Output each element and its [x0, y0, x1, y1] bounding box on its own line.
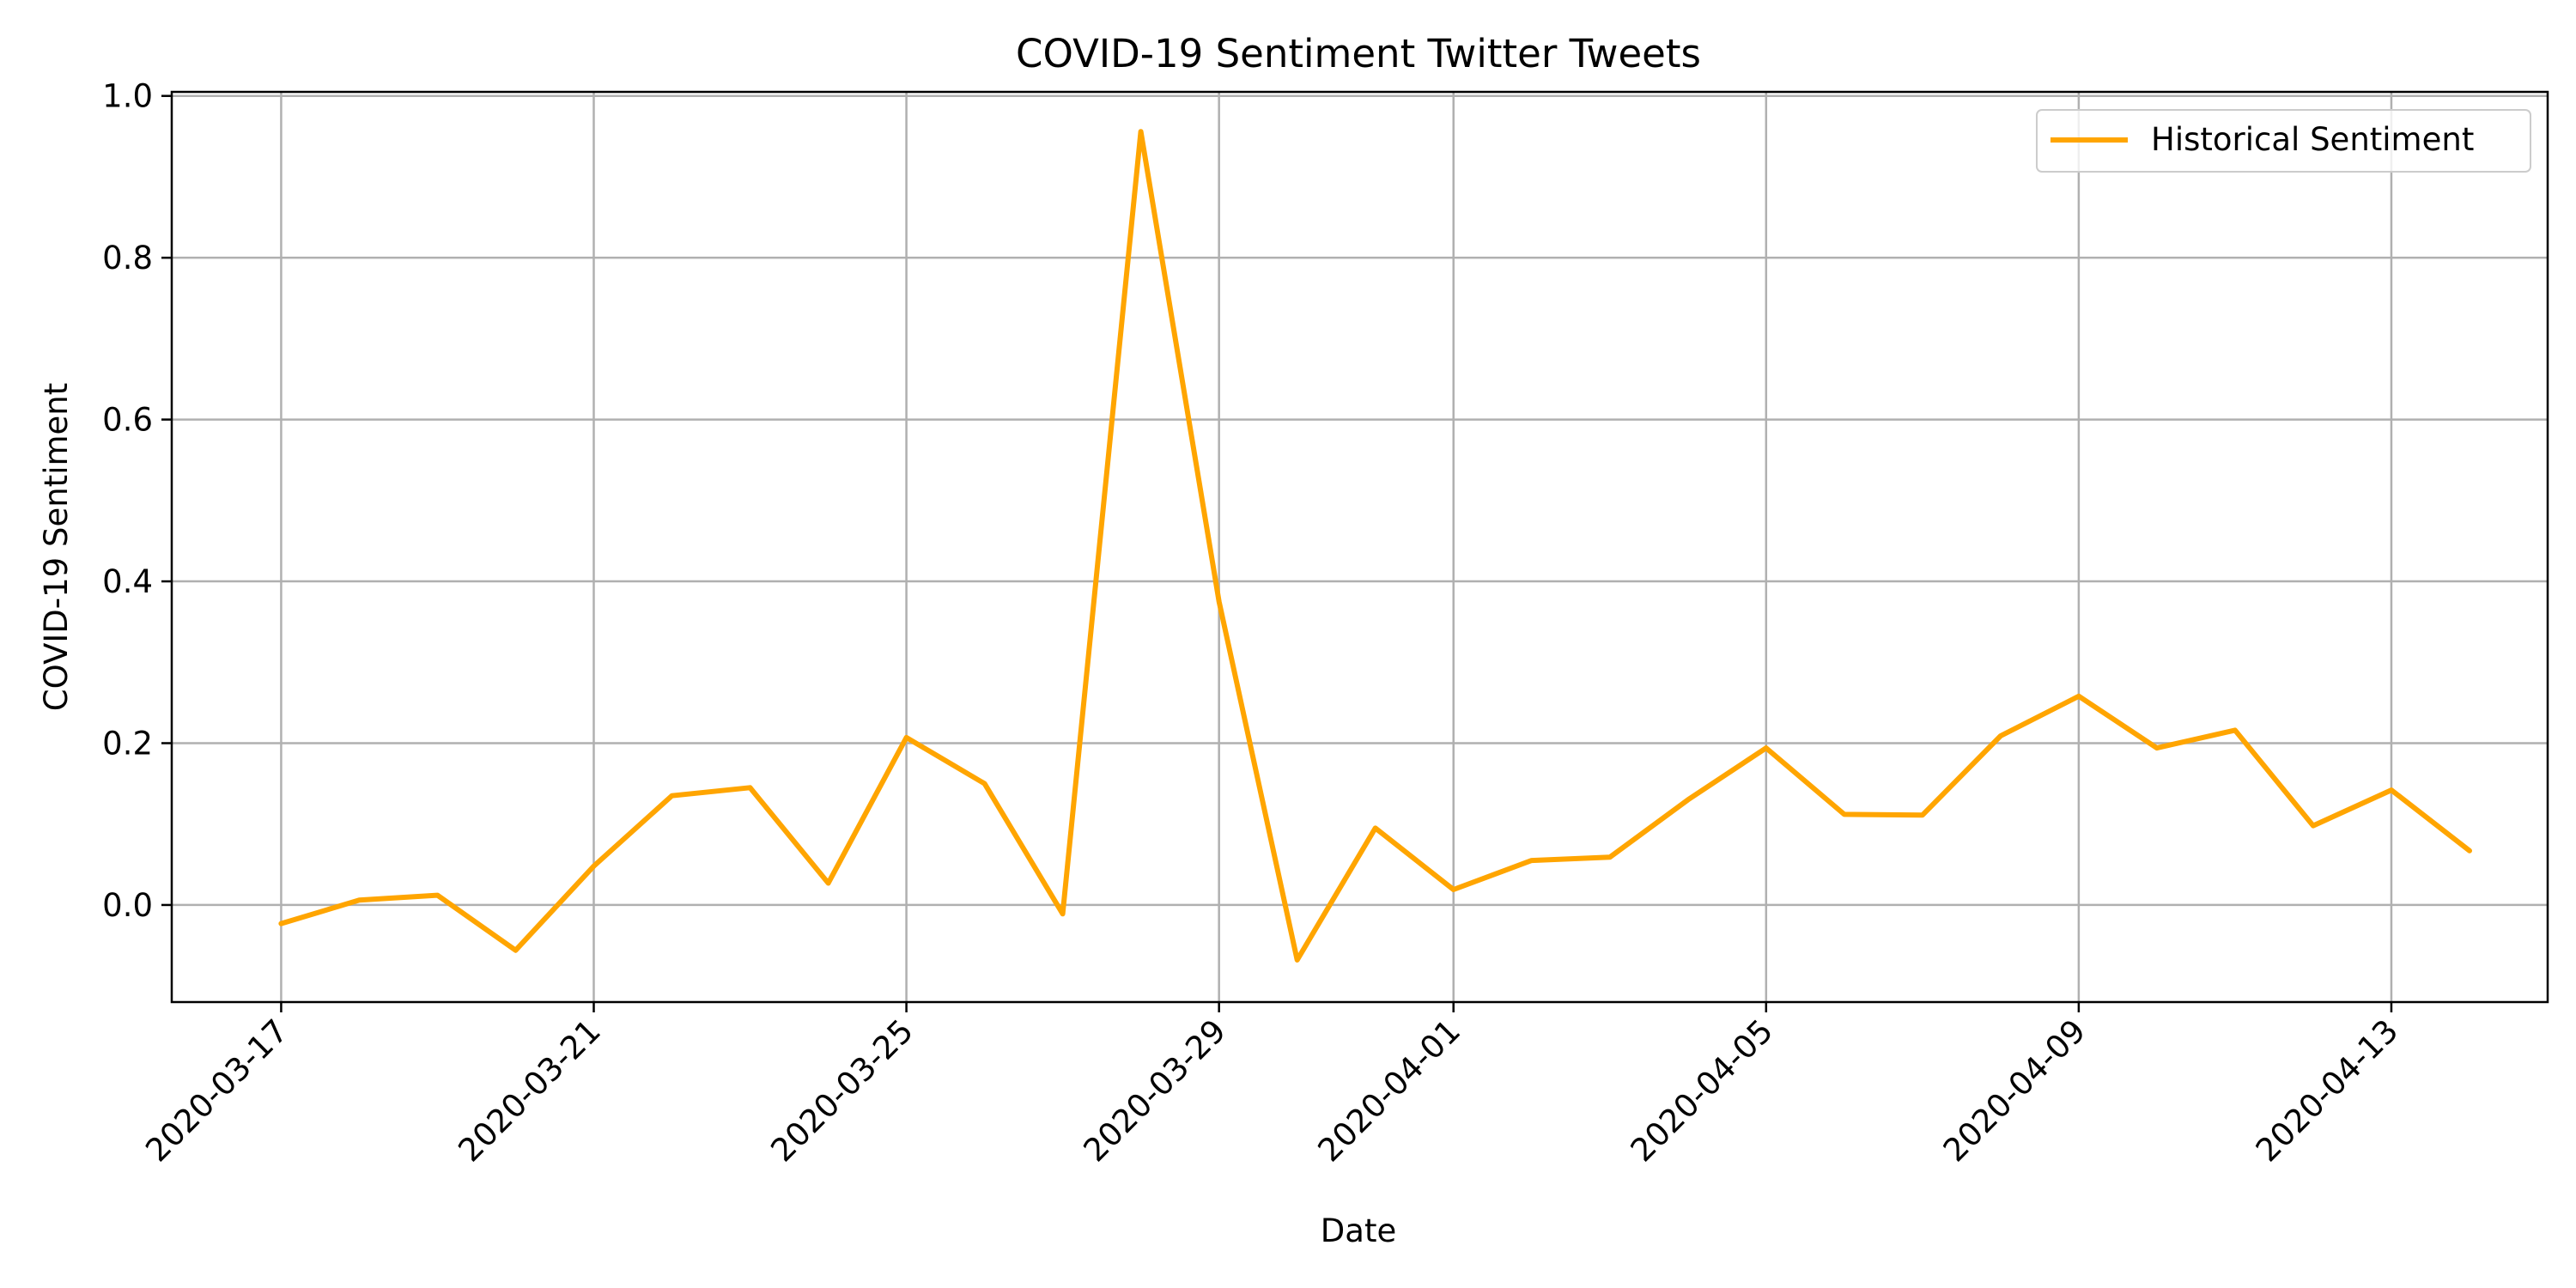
- x-axis-label: Date: [1321, 1212, 1396, 1249]
- plot-frame: [170, 90, 2549, 1004]
- legend-box: [2036, 109, 2531, 173]
- x-tick-label: 2020-04-01: [1311, 1012, 1467, 1169]
- y-axis: 0.0 0.2 0.4 0.6 0.8 1.0: [102, 78, 172, 924]
- x-tick-label: 2020-03-17: [138, 1012, 295, 1169]
- grid: [172, 92, 2548, 1002]
- x-tick-label: 2020-04-05: [1624, 1012, 1780, 1169]
- legend: Historical Sentiment: [2036, 109, 2531, 173]
- x-tick-label: 2020-03-29: [1077, 1012, 1233, 1169]
- x-axis: 2020-03-17 2020-03-21 2020-03-25 2020-03-29…: [138, 1002, 2405, 1169]
- x-tick-label: 2020-04-09: [1936, 1012, 2093, 1169]
- y-tick-label: 0.4: [102, 563, 153, 600]
- x-tick-label: 2020-03-25: [763, 1012, 920, 1169]
- y-axis-label: COVID-19 Sentiment: [38, 383, 75, 711]
- y-tick-label: 0.2: [102, 725, 153, 762]
- y-tick-label: 0.0: [102, 887, 153, 924]
- x-tick-label: 2020-04-13: [2249, 1012, 2405, 1169]
- legend-label-historical-sentiment: Historical Sentiment: [2151, 121, 2474, 158]
- chart-title: COVID-19 Sentiment Twitter Tweets: [1016, 31, 1701, 76]
- y-tick-label: 0.8: [102, 240, 153, 276]
- y-tick-label: 0.6: [102, 402, 153, 439]
- y-tick-label: 1.0: [102, 78, 153, 115]
- series-line-historical-sentiment: [278, 129, 2472, 963]
- x-tick-label: 2020-03-21: [451, 1012, 607, 1169]
